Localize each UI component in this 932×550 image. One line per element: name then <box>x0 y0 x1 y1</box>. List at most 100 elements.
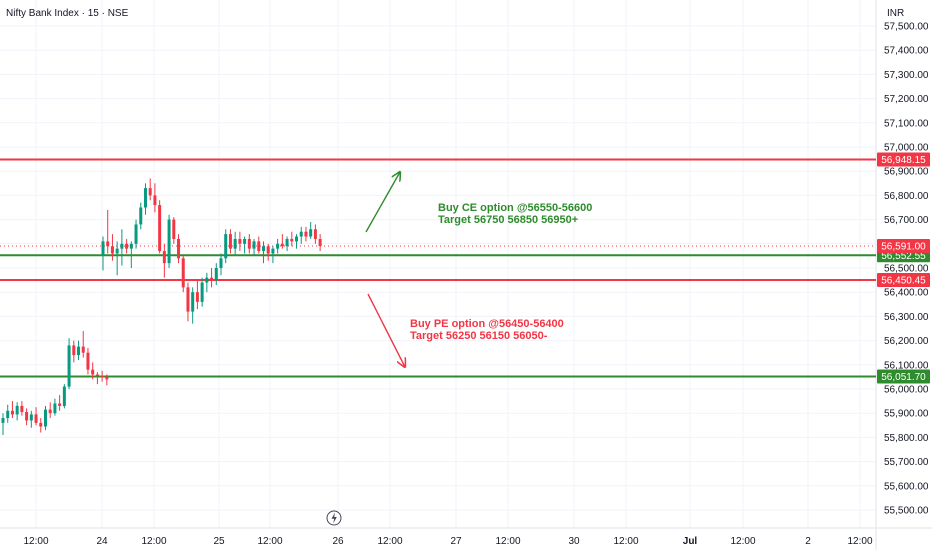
candle-body <box>29 414 33 421</box>
candle-body <box>285 238 289 247</box>
candle-body <box>53 403 57 414</box>
candle-body <box>15 405 19 415</box>
down-arrow[interactable] <box>367 293 405 367</box>
candle-body <box>115 248 119 254</box>
candle-body <box>62 386 66 406</box>
candle <box>186 282 190 322</box>
resistance-level-tag-label: 56,450.45 <box>881 275 926 286</box>
y-tick-label: 56,200.00 <box>884 336 929 347</box>
y-tick-label: 57,200.00 <box>884 94 929 105</box>
candle-body <box>224 234 228 259</box>
y-tick-label: 57,000.00 <box>884 143 929 154</box>
candle <box>200 277 204 307</box>
candle <box>143 183 147 215</box>
candle-body <box>210 277 214 281</box>
candle <box>101 236 105 271</box>
candle <box>129 241 133 268</box>
candle-body <box>39 422 43 427</box>
x-axis-ticks: 12:00 24 12:00 25 12:00 26 12:00 27 12:00 30 12:00… <box>23 536 872 547</box>
candle-body <box>191 292 195 312</box>
candle <box>285 236 289 252</box>
candles <box>1 178 322 435</box>
resistance-level-tag <box>877 272 930 287</box>
currency-label[interactable]: INR <box>887 8 904 19</box>
candle <box>290 231 294 247</box>
candle-body <box>134 224 138 244</box>
candle <box>58 395 62 411</box>
candle <box>214 263 218 285</box>
candle-body <box>81 346 85 353</box>
candle-body <box>77 346 81 356</box>
candle-body <box>233 238 237 249</box>
x-tick-label: 2 <box>805 536 811 547</box>
buy-pe-text-line1[interactable]: Buy PE option @56450-56400 <box>410 318 564 330</box>
buy-ce-text-line1[interactable]: Buy CE option @56550-56600 <box>438 202 592 214</box>
candle-body <box>205 277 209 283</box>
candle <box>181 255 185 293</box>
buy-pe-text-line2[interactable]: Target 56250 56150 56050- <box>410 330 548 342</box>
y-tick-label: 55,900.00 <box>884 409 929 420</box>
candle <box>233 231 237 256</box>
y-tick-label: 56,900.00 <box>884 167 929 178</box>
candle <box>39 418 43 433</box>
buy-ce-text-line2[interactable]: Target 56750 56850 56950+ <box>438 214 578 226</box>
candle <box>318 234 322 252</box>
y-tick-label: 57,400.00 <box>884 46 929 57</box>
candle <box>309 222 313 239</box>
y-tick-label: 56,300.00 <box>884 312 929 323</box>
candle-body <box>101 241 105 256</box>
y-axis-ticks: 57,500.00 57,400.00 57,300.00 57,200.00 57,1… <box>884 22 929 517</box>
chart-title[interactable]: Nifty Bank Index · 15 · NSE <box>6 8 129 19</box>
y-tick-label: 57,300.00 <box>884 70 929 81</box>
x-tick-label: 25 <box>213 536 225 547</box>
candle <box>295 234 299 249</box>
resistance-level-tag-label: 56,948.15 <box>881 155 926 166</box>
candle <box>247 234 251 254</box>
candle <box>158 200 162 254</box>
candle-body <box>252 241 256 249</box>
candle-body <box>148 188 152 196</box>
up-arrow[interactable] <box>365 172 400 233</box>
y-tick-label: 55,600.00 <box>884 481 929 492</box>
plot-area[interactable] <box>0 0 876 528</box>
candle-body <box>110 246 114 254</box>
x-tick-label: 12:00 <box>377 536 402 547</box>
x-tick-label: Jul <box>683 536 698 547</box>
candle <box>120 229 124 266</box>
candle <box>48 402 52 419</box>
candle-body <box>186 287 190 312</box>
candle-body <box>58 403 62 406</box>
candle <box>162 243 166 278</box>
candle <box>25 408 29 426</box>
candle-body <box>238 238 242 244</box>
lightning-icon[interactable] <box>326 510 342 526</box>
candle <box>91 362 95 380</box>
candle <box>261 241 265 264</box>
candle-body <box>1 418 5 423</box>
candle <box>105 374 109 386</box>
candle-body <box>200 282 204 302</box>
x-tick-label: 12:00 <box>730 536 755 547</box>
candle <box>257 236 261 254</box>
y-tick-label: 56,000.00 <box>884 385 929 396</box>
x-tick-label: 12:00 <box>613 536 638 547</box>
candle-body <box>304 231 308 237</box>
candle-body <box>276 243 280 249</box>
candle-body <box>105 376 109 380</box>
grid <box>0 0 876 528</box>
resistance-level-tag <box>877 152 930 167</box>
candle <box>313 224 317 244</box>
candle-body <box>86 352 90 370</box>
candle <box>243 236 247 254</box>
candle <box>115 241 119 276</box>
y-tick-label: 56,100.00 <box>884 360 929 371</box>
candle-body <box>313 229 317 239</box>
candle <box>34 407 38 426</box>
x-tick-label: 12:00 <box>257 536 282 547</box>
candle <box>81 330 85 358</box>
candle <box>86 347 90 375</box>
candle <box>276 238 280 254</box>
candle-body <box>43 409 47 427</box>
candle-body <box>129 243 133 249</box>
